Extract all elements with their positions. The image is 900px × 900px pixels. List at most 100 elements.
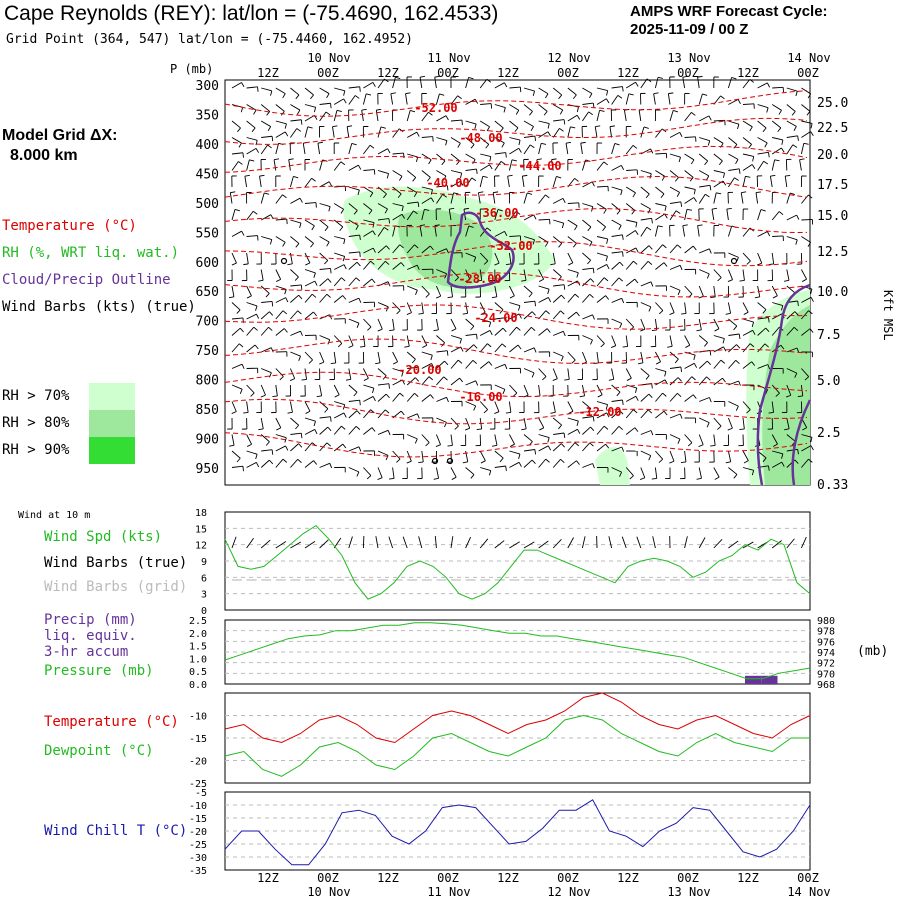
wind-barb-shaft <box>290 197 301 204</box>
wind-barb-shaft <box>377 450 389 456</box>
temperature-contour <box>224 208 808 233</box>
temperature-label: Temperature (°C) <box>44 714 179 730</box>
wind-barb-shaft <box>596 425 605 435</box>
wind-barb-shaft <box>290 458 299 468</box>
wind-barb <box>406 170 417 182</box>
wind-barb-shaft <box>508 159 513 171</box>
wind-barb <box>363 301 375 308</box>
wind-barb-shaft <box>684 197 695 204</box>
wind-barb-shaft <box>275 310 284 320</box>
wind-barb <box>494 152 507 158</box>
wind-barb-flag <box>733 144 738 149</box>
wind-barb-flag <box>456 160 460 166</box>
wind-barb-shaft <box>509 120 519 129</box>
wind-barb-shaft <box>682 77 686 89</box>
wind-barb-flag <box>733 325 738 331</box>
wind-barb-shaft <box>261 300 273 303</box>
wind-10m-barb <box>567 537 574 549</box>
wind-barb <box>552 104 564 115</box>
time-tick-label: 00Z <box>677 871 699 885</box>
wind-barb-shaft <box>421 434 430 443</box>
wind-barb-shaft <box>507 176 510 188</box>
wind-barb-flag <box>271 449 274 455</box>
wind-barb <box>348 142 357 155</box>
wind-barb-shaft <box>304 429 315 435</box>
wind-barb-flag <box>342 443 347 449</box>
wind-barb-shaft <box>509 461 520 468</box>
wind-barb <box>480 153 492 162</box>
rh80-label: RH > 80% <box>2 415 70 431</box>
wind-barb-shaft <box>421 245 431 254</box>
wind-barb <box>348 446 362 452</box>
wind-barb-shaft <box>640 430 652 435</box>
wind-barb <box>742 361 756 369</box>
wind-barb <box>728 344 741 353</box>
wind-barb-flag <box>314 280 318 286</box>
wind-barb <box>435 434 441 447</box>
wind-barb-shaft <box>552 294 562 303</box>
pressure-tick-label: 300 <box>196 79 219 94</box>
wind-barb-flag <box>602 226 606 232</box>
wind-barb-shaft <box>640 203 651 210</box>
wind-barb <box>728 467 738 479</box>
wind-barb-flag <box>485 144 490 149</box>
wind-barb <box>421 376 434 386</box>
wind-barb-shaft <box>494 317 506 320</box>
wind-barb-flag <box>340 208 344 214</box>
wind-barb-shaft <box>304 202 316 204</box>
wind-barb-shaft <box>655 213 665 221</box>
wind-barb-flag <box>791 111 796 116</box>
wind-barb <box>492 191 499 204</box>
wind-barb-shaft <box>259 176 262 188</box>
wind-barb-shaft <box>538 458 547 468</box>
wind-barb-shaft <box>480 467 491 471</box>
wind-barb-flag <box>563 119 566 125</box>
wind-barb <box>742 120 753 132</box>
wind-barb <box>348 425 361 435</box>
pressure-unit-right: (mb) <box>857 644 888 659</box>
wind-barb-flag <box>722 338 725 344</box>
wind-barb-shaft <box>246 384 255 394</box>
wind-barb-shaft <box>757 151 769 155</box>
wind-barb-shaft <box>801 445 812 452</box>
wind-barb-flag <box>653 92 659 95</box>
wind-barb <box>260 120 272 132</box>
wind-barb <box>260 158 267 171</box>
wind-barb <box>669 450 675 464</box>
wind-barb-shaft <box>406 450 412 462</box>
wind-barb-flag <box>384 78 389 83</box>
wind-tick-label: 12 <box>195 541 207 552</box>
wind-barb-flag <box>733 474 738 479</box>
wind-barb-shaft <box>699 184 711 188</box>
wind-barb-shaft <box>304 236 314 244</box>
wind-barb-shaft <box>567 417 579 422</box>
wind-barb <box>580 141 586 155</box>
wind-barb <box>363 278 376 287</box>
wind-barb <box>333 425 346 435</box>
wind-barb <box>333 295 347 303</box>
wind-barb-flag <box>236 309 241 314</box>
wind-barb-flag <box>444 360 449 366</box>
wind-barb <box>635 335 642 347</box>
wind-barb <box>319 416 332 422</box>
wind-barb-flag <box>241 363 245 369</box>
wind-barb <box>786 214 800 221</box>
wind-barb-flag <box>253 326 258 331</box>
wind-barb <box>742 302 749 315</box>
wind-barb-flag <box>810 297 814 302</box>
wind-barb <box>699 397 712 403</box>
wind-barb <box>523 347 537 353</box>
wind-barb-flag <box>336 109 342 113</box>
wind-barb-flag <box>363 377 369 381</box>
wind-barb-shaft <box>290 351 301 357</box>
wind-barb <box>261 135 274 142</box>
wind-barb <box>333 264 347 270</box>
wind-10m-barb <box>246 537 254 549</box>
wind-barb-flag <box>297 310 302 315</box>
wind-barb-shaft <box>523 135 535 138</box>
wind-barb-shaft <box>523 300 535 303</box>
wind-barb <box>465 225 474 237</box>
wind-barb-shaft <box>611 261 621 270</box>
wind-barb-flag <box>749 79 755 83</box>
wind-barb-flag <box>332 125 338 128</box>
